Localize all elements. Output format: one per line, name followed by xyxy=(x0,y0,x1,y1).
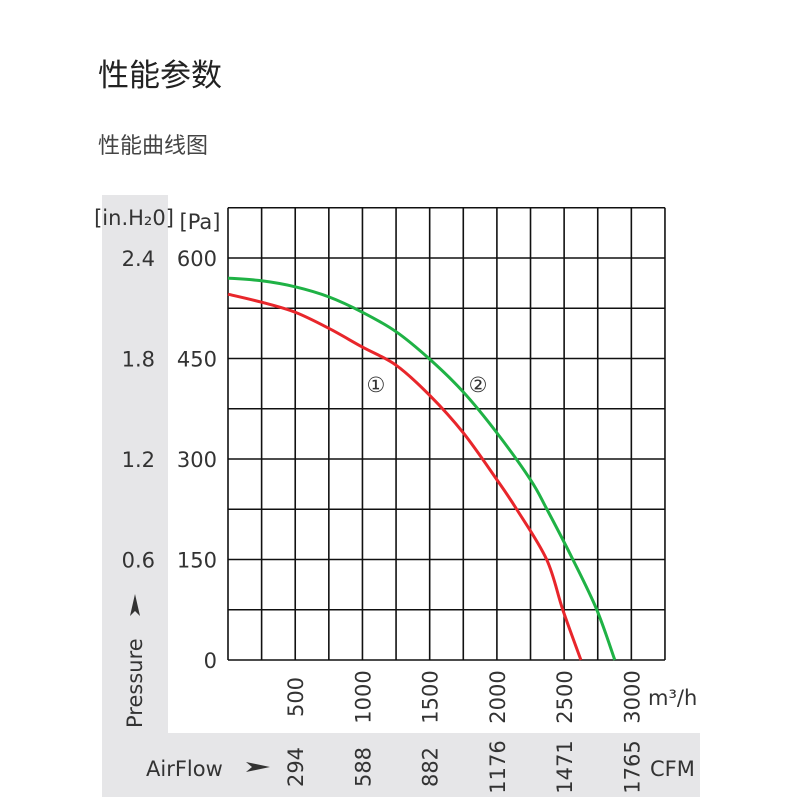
y2-tick-label: 1.2 xyxy=(122,448,155,472)
x-axis-title: AirFlow xyxy=(146,757,223,781)
y-unit-label: [Pa] xyxy=(180,210,221,234)
x-tick-label: 1500 xyxy=(419,670,443,723)
y-tick-label: 600 xyxy=(177,247,217,271)
pressure-arrow-icon xyxy=(130,594,140,616)
x-tick-label: 500 xyxy=(284,677,308,717)
x2-tick-label: 588 xyxy=(351,747,375,787)
chart-section-title: 性能曲线图 xyxy=(98,134,209,159)
x-tick-label: 1000 xyxy=(351,670,375,723)
y-tick-label: 150 xyxy=(177,549,217,573)
x2-tick-label: 1176 xyxy=(486,740,510,793)
y-tick-label: 0 xyxy=(204,649,217,673)
series-curve-2 xyxy=(227,276,617,661)
x2-tick-label: 294 xyxy=(284,747,308,787)
y2-unit-label: [in.H₂0] xyxy=(94,206,174,230)
x-unit-label: m³/h xyxy=(648,686,697,710)
airflow-arrow-icon xyxy=(246,762,270,772)
x-tick-label: 2500 xyxy=(553,670,577,723)
x-tick-label: 2000 xyxy=(486,670,510,723)
page-title: 性能参数 xyxy=(98,58,222,94)
x2-tick-label: 1471 xyxy=(553,740,577,793)
x2-tick-label: 882 xyxy=(419,747,443,787)
y-tick-label: 300 xyxy=(177,448,217,472)
y2-tick-label: 0.6 xyxy=(122,549,155,573)
series-curve-1 xyxy=(227,292,583,661)
x-tick-label: 3000 xyxy=(620,670,644,723)
series-label-1: ① xyxy=(366,373,385,397)
series-label-2: ② xyxy=(469,373,488,397)
y-tick-label: 450 xyxy=(177,348,217,372)
x2-tick-label: 1765 xyxy=(620,740,644,793)
y-axis-title: Pressure xyxy=(123,638,147,728)
tick-labels: [in.H₂0] [Pa] Pressure AirFlow m³/h CFM … xyxy=(94,206,697,794)
axis-label-background xyxy=(102,195,700,797)
x2-unit-label: CFM xyxy=(650,757,695,781)
y2-tick-label: 2.4 xyxy=(122,247,155,271)
grid xyxy=(227,206,666,661)
y2-tick-label: 1.8 xyxy=(122,348,155,372)
